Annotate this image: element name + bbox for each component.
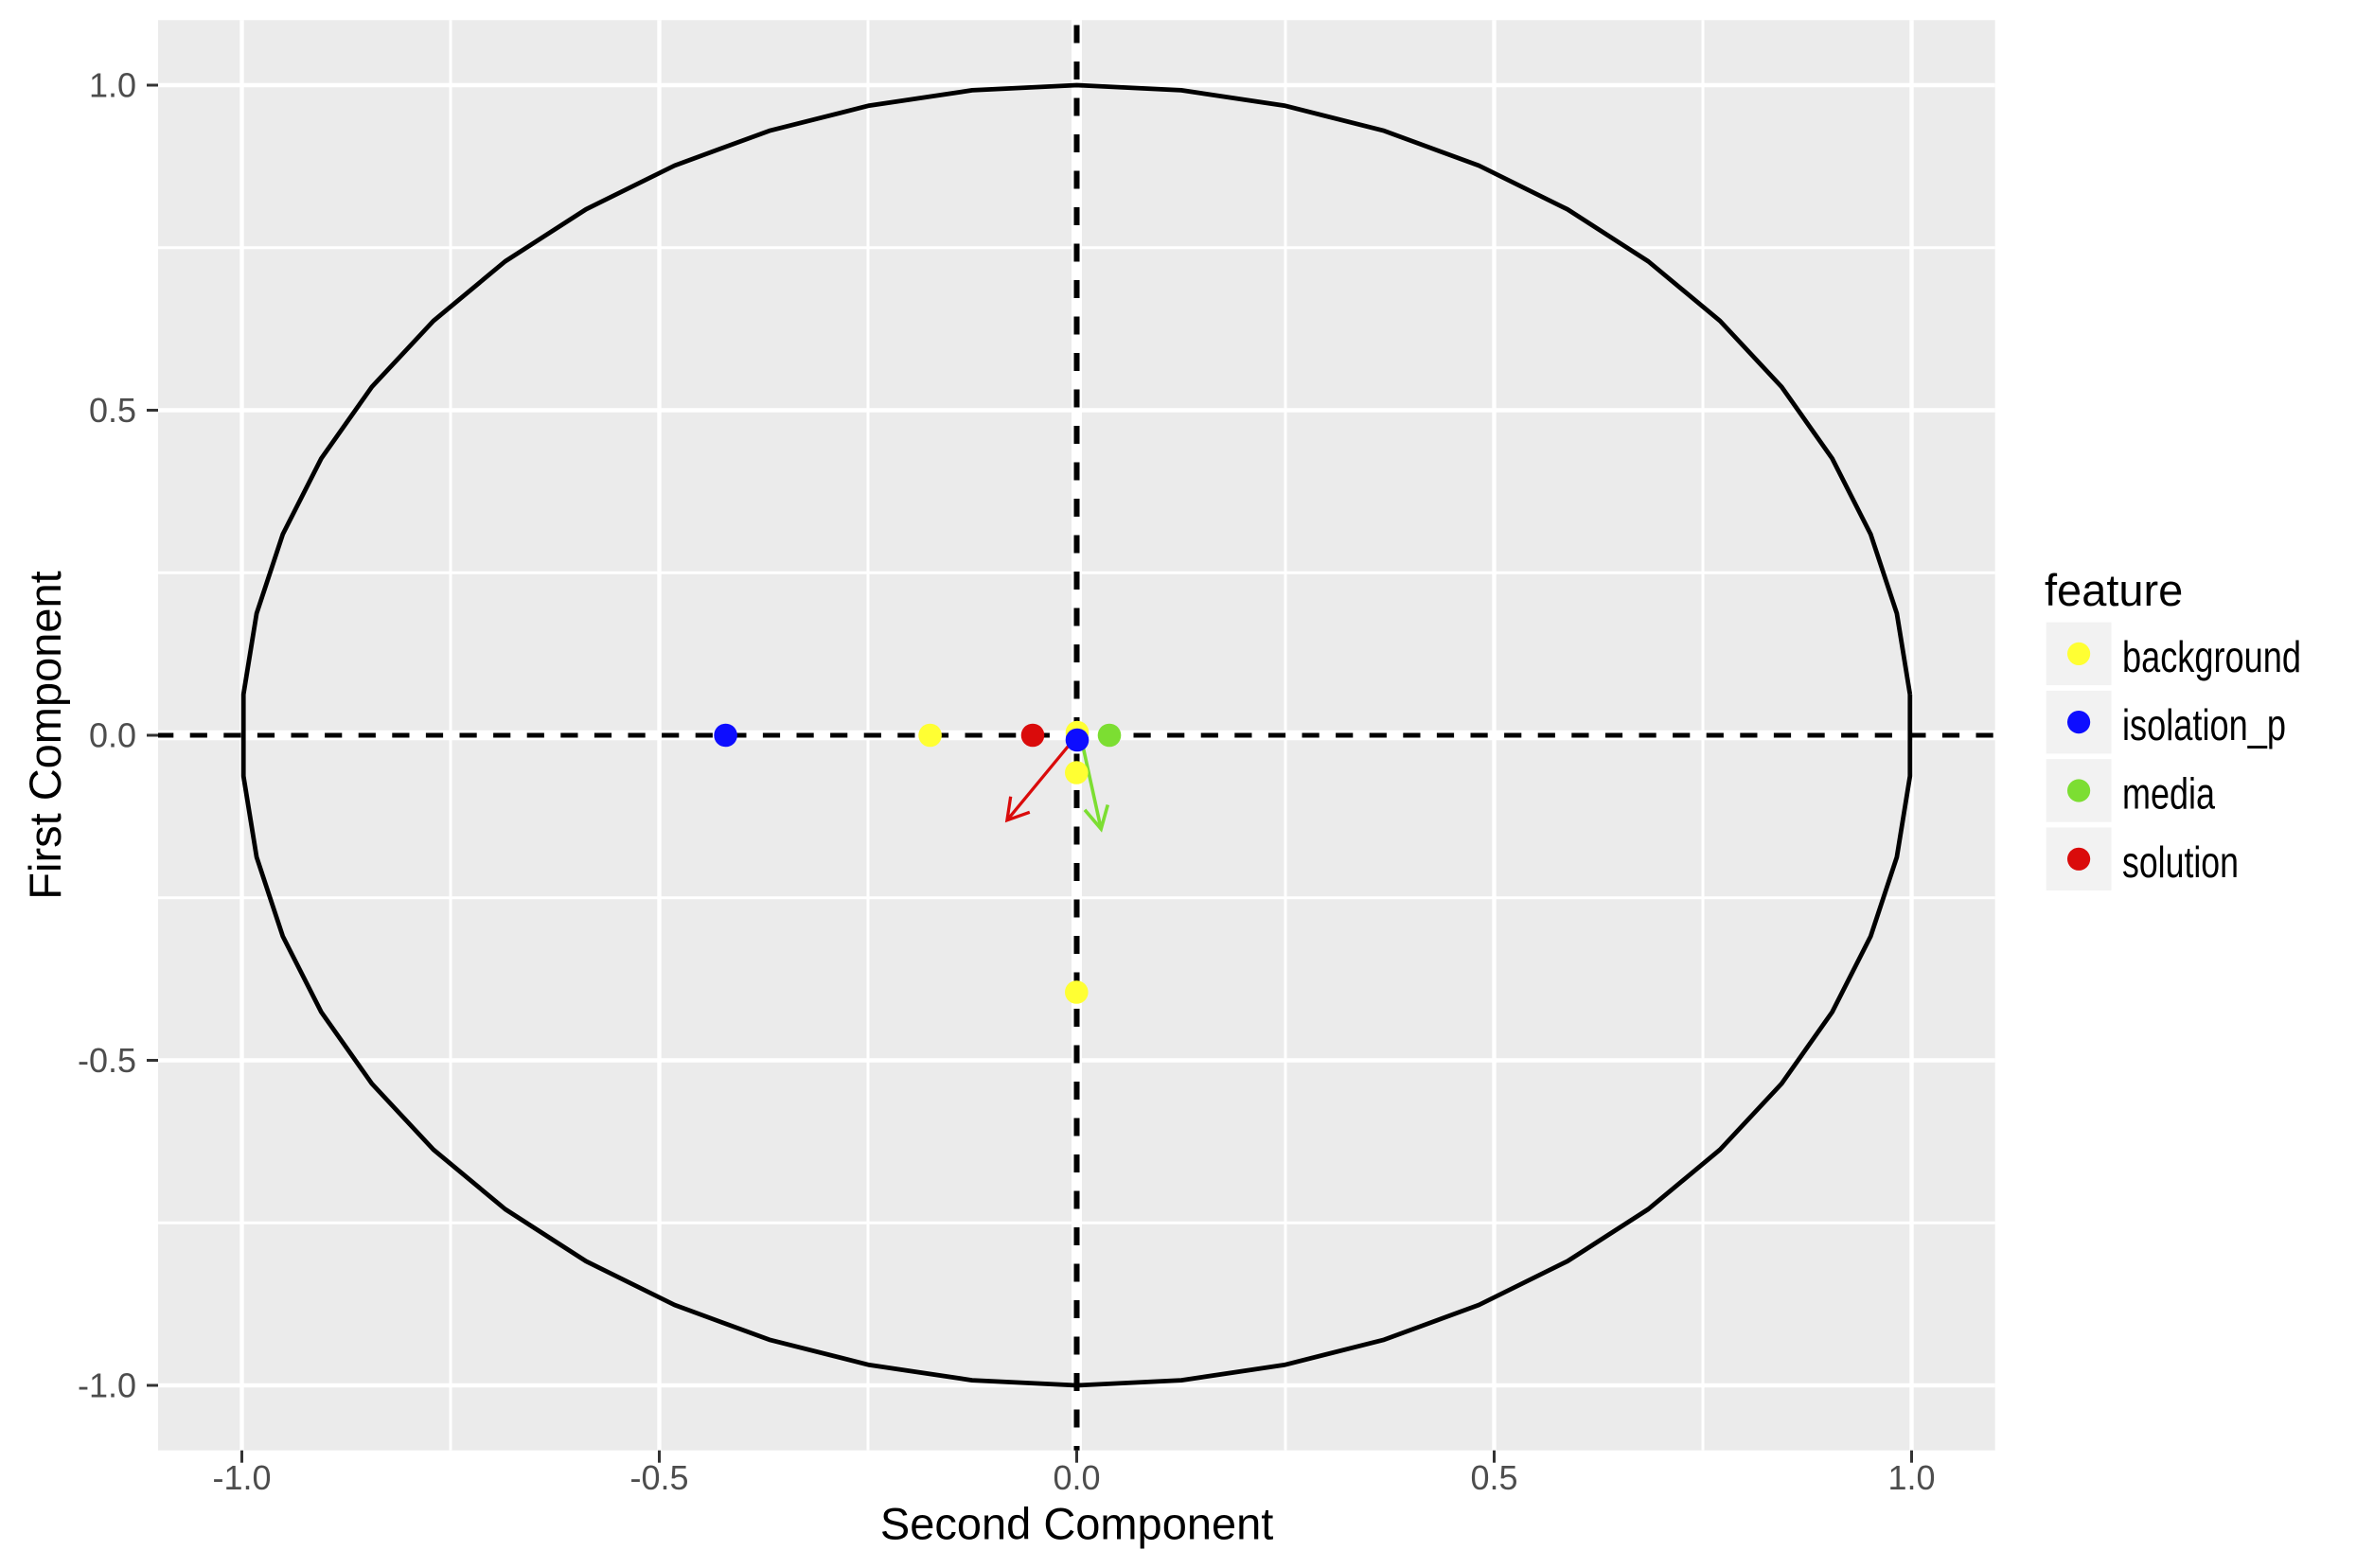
svg-text:1.0: 1.0 xyxy=(89,66,136,105)
svg-text:Second Component: Second Component xyxy=(880,1499,1273,1549)
svg-text:solution: solution xyxy=(2122,837,2239,887)
svg-text:-1.0: -1.0 xyxy=(212,1458,271,1497)
svg-text:feature: feature xyxy=(2045,565,2183,615)
svg-text:-0.5: -0.5 xyxy=(78,1041,136,1080)
svg-text:0.0: 0.0 xyxy=(89,716,136,755)
svg-text:1.0: 1.0 xyxy=(1887,1458,1935,1497)
svg-text:0.5: 0.5 xyxy=(1470,1458,1517,1497)
svg-text:background: background xyxy=(2122,632,2301,681)
svg-text:0.0: 0.0 xyxy=(1053,1458,1100,1497)
svg-text:isolation_p: isolation_p xyxy=(2122,700,2286,749)
svg-text:-1.0: -1.0 xyxy=(78,1366,136,1405)
svg-text:media: media xyxy=(2122,769,2215,819)
svg-text:-0.5: -0.5 xyxy=(629,1458,688,1497)
svg-text:First Component: First Component xyxy=(20,571,70,899)
svg-text:0.5: 0.5 xyxy=(89,391,136,430)
